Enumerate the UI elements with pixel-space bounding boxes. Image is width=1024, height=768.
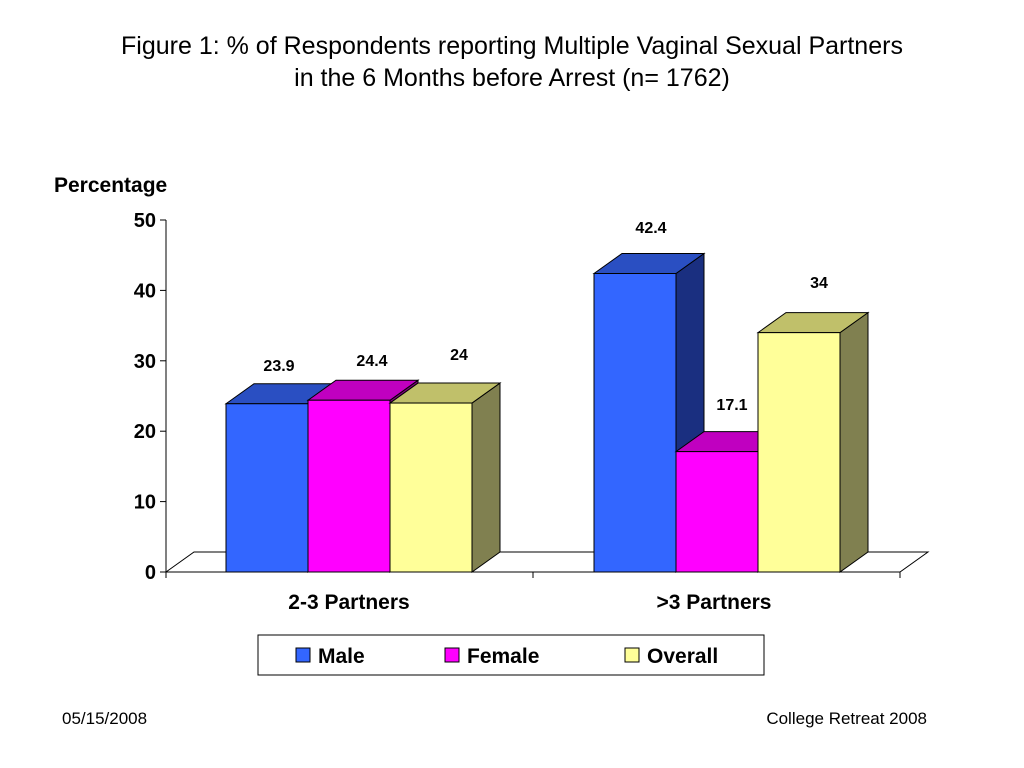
bar-male (593, 273, 677, 573)
y-tick-label: 20 (134, 421, 156, 443)
footer-event: College Retreat 2008 (766, 709, 927, 728)
x-category-label: >3 Partners (657, 591, 772, 614)
bar-overall (757, 332, 841, 573)
bar-male (225, 403, 309, 573)
data-label: 24.4 (356, 353, 387, 370)
bar-female (675, 451, 759, 573)
legend-label-female: Female (467, 645, 539, 668)
legend-swatch-female (444, 647, 460, 663)
legend-box (257, 634, 765, 676)
x-category-label: 2-3 Partners (288, 591, 409, 614)
bar-female (307, 399, 391, 573)
y-tick-label: 10 (134, 492, 156, 514)
y-tick-label: 0 (145, 562, 156, 584)
y-tick-label: 40 (134, 280, 156, 302)
legend-swatch-overall (624, 647, 640, 663)
title-line-1: Figure 1: % of Respondents reporting Mul… (121, 32, 903, 60)
y-tick-label: 30 (134, 351, 156, 373)
bar-side-overall (839, 311, 869, 573)
chart-title: Figure 1: % of Respondents reporting Mul… (40, 30, 984, 94)
bar-overall (389, 402, 473, 573)
data-label: 24 (450, 347, 468, 364)
data-label: 42.4 (635, 220, 666, 237)
data-label: 17.1 (716, 397, 747, 414)
data-label: 34 (810, 275, 828, 292)
y-tick-label: 50 (134, 210, 156, 232)
data-label: 23.9 (263, 358, 294, 375)
bar-side-overall (471, 382, 501, 573)
legend-label-overall: Overall (647, 645, 718, 668)
y-axis-label: Percentage (54, 174, 167, 197)
footer-date: 05/15/2008 (62, 709, 148, 728)
title-line-2: in the 6 Months before Arrest (n= 1762) (294, 64, 730, 92)
legend-swatch-male (295, 647, 311, 663)
legend-label-male: Male (318, 645, 365, 668)
